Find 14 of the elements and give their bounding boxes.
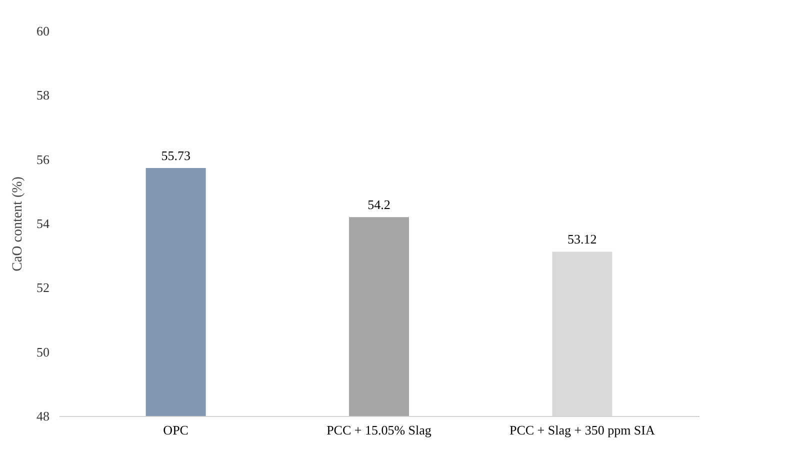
y-axis-title: CaO content (%) <box>10 176 26 272</box>
y-tick-label: 48 <box>36 408 50 424</box>
y-tick-label: 50 <box>36 344 50 360</box>
y-tick-label: 60 <box>36 24 50 38</box>
y-tick-label: 52 <box>36 280 50 296</box>
x-tick-label: PCC + 15.05% Slag <box>326 422 432 438</box>
data-label: 55.73 <box>161 148 190 163</box>
y-tick-label: 56 <box>36 152 50 167</box>
x-tick-label: OPC <box>163 422 188 438</box>
x-tick-label: PCC + Slag + 350 ppm SIA <box>509 422 656 438</box>
data-label: 53.12 <box>568 232 597 247</box>
data-label: 54.2 <box>368 197 390 212</box>
y-tick-label: 58 <box>36 88 50 103</box>
y-tick-label: 54 <box>36 216 50 231</box>
